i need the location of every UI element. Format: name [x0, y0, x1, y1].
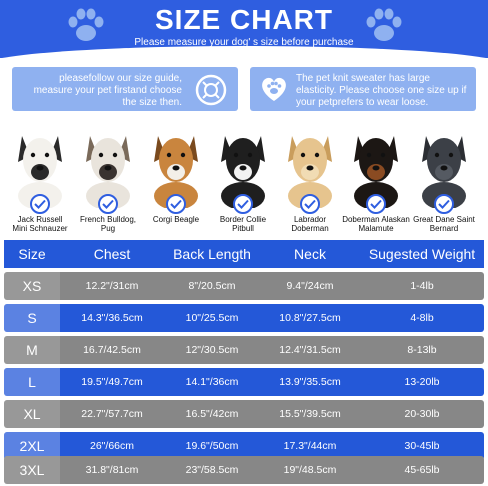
table-row: XL 22.7"/57.7cm 16.5"/42cm 15.5"/39.5cm … — [4, 400, 484, 428]
back-length-cell: 10"/25.5cm — [185, 312, 239, 324]
weight-cell: 30-45lb — [404, 440, 440, 452]
back-length-cell: 16.5"/42cm — [185, 408, 239, 420]
breed-label: Jack Russell Mini Schnauzer — [3, 215, 77, 233]
column-header: Chest — [93, 246, 131, 262]
table-row: XS 12.2"/31cm 8"/20.5cm 9.4"/24cm 1-4lb — [4, 272, 484, 300]
neck-cell: 9.4"/24cm — [286, 280, 334, 292]
paw-icon — [68, 8, 104, 41]
breed-label: French Bulldog, Pug — [71, 215, 145, 233]
breed-label: Doberman Alaskan Malamute — [339, 215, 413, 233]
check-icon — [434, 194, 454, 214]
weight-cell: 45-65lb — [404, 464, 440, 476]
paw-icon — [366, 8, 402, 41]
chest-cell: 14.3"/36.5cm — [81, 312, 143, 324]
breed-label-line: Great Dane Saint — [413, 215, 475, 224]
breed-label-line: Pitbull — [232, 224, 254, 233]
breed-label-line: Doberman — [291, 224, 329, 233]
neck-cell: 10.8"/27.5cm — [279, 312, 341, 324]
column-header: Neck — [294, 246, 326, 262]
dog-photo — [78, 122, 138, 208]
table-row: 2XL 26"/66cm 19.6"/50cm 17.3"/44cm 30-45… — [4, 432, 484, 460]
chest-cell: 26"/66cm — [90, 440, 134, 452]
neck-cell: 12.4"/31.5cm — [279, 344, 341, 356]
back-length-cell: 12"/30.5cm — [185, 344, 239, 356]
header-banner: SIZE CHART Please measure your dog' s si… — [0, 0, 488, 58]
dog-photo — [346, 122, 406, 208]
column-header: Size — [18, 246, 46, 262]
back-length-cell: 14.1"/36cm — [185, 376, 239, 388]
table-row: L 19.5"/49.7cm 14.1"/36cm 13.9"/35.5cm 1… — [4, 368, 484, 396]
size-cell: S — [27, 310, 37, 326]
tip-box-elasticity: The pet knit sweater has large elasticit… — [250, 67, 476, 111]
neck-cell: 13.9"/35.5cm — [279, 376, 341, 388]
weight-cell: 20-30lb — [404, 408, 440, 420]
check-icon — [300, 194, 320, 214]
tip-box-measure: pleasefollow our size guide, measure you… — [12, 67, 238, 111]
size-cell: M — [26, 342, 38, 358]
neck-cell: 19"/48.5cm — [283, 464, 337, 476]
column-header: Sugested Weight — [368, 246, 476, 262]
check-icon — [366, 194, 386, 214]
table-row: S 14.3"/36.5cm 10"/25.5cm 10.8"/27.5cm 4… — [4, 304, 484, 332]
breed-label-line: Malamute — [358, 224, 394, 233]
page-title: SIZE CHART — [155, 4, 333, 35]
back-length-cell: 19.6"/50cm — [185, 440, 239, 452]
breed-label-line: Labrador — [293, 215, 327, 224]
measuring-tape-icon — [195, 74, 227, 106]
breed-label-line: French Bulldog, — [79, 215, 137, 224]
chest-cell: 31.8"/81cm — [85, 464, 139, 476]
chest-cell: 19.5"/49.7cm — [81, 376, 143, 388]
size-cell: L — [28, 374, 36, 390]
size-cell: XL — [23, 406, 41, 422]
heart-paw-icon — [262, 77, 286, 101]
breed-label-line: Pug — [100, 224, 116, 233]
breed-label-line: Jack Russell — [17, 215, 63, 224]
check-icon — [30, 194, 50, 214]
table-row: 3XL 31.8"/81cm 23"/58.5cm 19"/48.5cm 45-… — [4, 456, 484, 484]
check-icon — [166, 194, 186, 214]
weight-cell: 1-4lb — [410, 280, 434, 292]
page-subtitle: Please measure your dog' s size before p… — [134, 37, 354, 48]
chest-cell: 22.7"/57.7cm — [81, 408, 143, 420]
back-length-cell: 23"/58.5cm — [185, 464, 239, 476]
neck-cell: 17.3"/44cm — [283, 440, 337, 452]
tip-text: The pet knit sweater has large elasticit… — [296, 73, 467, 108]
column-header: Back Length — [173, 246, 251, 262]
breed-label-line: Bernard — [429, 224, 459, 233]
table-row: M 16.7/42.5cm 12"/30.5cm 12.4"/31.5cm 8-… — [4, 336, 484, 364]
size-cell: XS — [22, 278, 42, 294]
size-cell: 3XL — [19, 462, 45, 478]
weight-cell: 8-13lb — [407, 344, 437, 356]
breed-label: Border Collie Pitbull — [206, 215, 280, 233]
neck-cell: 15.5"/39.5cm — [279, 408, 341, 420]
dog-photo — [10, 122, 70, 208]
breed-label-line: Corgi Beagle — [152, 215, 200, 224]
size-cell: 2XL — [19, 438, 45, 454]
chest-cell: 12.2"/31cm — [85, 280, 139, 292]
check-icon — [233, 194, 253, 214]
breed-label: Great Dane Saint Bernard — [407, 215, 481, 233]
back-length-cell: 8"/20.5cm — [188, 280, 236, 292]
table-header: Size Chest Back Length Neck Sugested Wei… — [4, 240, 484, 268]
breed-label-line: Border Collie — [219, 215, 267, 224]
breed-label-line: Mini Schnauzer — [12, 224, 68, 233]
breed-label-line: Doberman Alaskan — [342, 215, 410, 224]
weight-cell: 4-8lb — [410, 312, 434, 324]
breed-label: Labrador Doberman — [273, 215, 347, 233]
weight-cell: 13-20lb — [404, 376, 440, 388]
chest-cell: 16.7/42.5cm — [83, 344, 141, 356]
tip-text: pleasefollow our size guide, measure you… — [33, 73, 182, 108]
breed-label: Corgi Beagle — [139, 215, 213, 224]
check-icon — [98, 194, 118, 214]
